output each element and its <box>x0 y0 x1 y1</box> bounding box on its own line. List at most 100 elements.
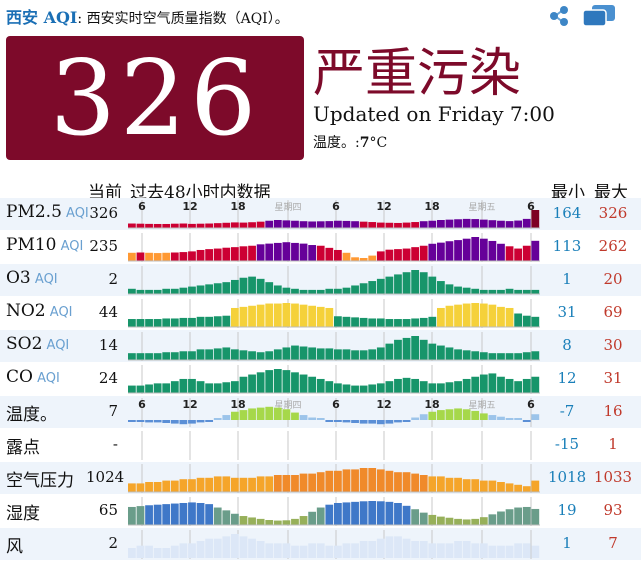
data-bar <box>128 319 136 327</box>
history-chart-wind <box>128 530 540 559</box>
data-bar <box>282 520 291 525</box>
data-bar <box>394 274 402 294</box>
data-bar <box>308 543 317 558</box>
data-bar <box>145 384 153 393</box>
data-bar <box>488 415 497 420</box>
data-bar <box>497 353 505 360</box>
data-bar <box>359 283 368 294</box>
data-bar <box>497 511 505 525</box>
data-bar <box>299 304 308 327</box>
data-bar <box>334 383 342 393</box>
data-bar <box>162 352 171 360</box>
data-bar <box>188 317 196 327</box>
data-bar <box>316 472 325 492</box>
history-chart-o3 <box>128 266 540 295</box>
row-label-text: 空气压力 <box>6 471 74 491</box>
data-bar <box>170 545 179 558</box>
history-chart-so2 <box>128 332 540 361</box>
data-bar <box>179 543 188 558</box>
data-bar <box>462 541 471 558</box>
data-bar <box>428 343 437 360</box>
min-value: 19 <box>557 501 577 519</box>
row-label-text: SO2 <box>6 334 43 354</box>
data-bar <box>282 287 291 294</box>
data-bar <box>153 383 162 393</box>
data-bar <box>531 289 540 294</box>
row-so2: SO2 AQI 14 8 30 <box>0 330 641 362</box>
data-bar <box>205 249 214 261</box>
tick-label: 6 <box>138 398 146 411</box>
tick-label: 12 <box>376 398 391 411</box>
current-value: 235 <box>89 237 118 255</box>
data-bar <box>273 520 282 525</box>
city-aqi-link[interactable]: 西安 AQI <box>6 8 78 27</box>
tick-label: 星期五 <box>468 202 495 213</box>
data-bar <box>145 252 153 261</box>
data-bar <box>170 381 179 393</box>
data-bar <box>256 304 265 327</box>
data-bar <box>273 242 282 261</box>
data-bar <box>351 469 359 492</box>
row-label-text: 温度。 <box>6 405 57 425</box>
data-bar <box>136 353 145 360</box>
data-bar <box>445 219 454 228</box>
data-bar <box>522 352 531 360</box>
data-bar <box>428 220 437 228</box>
min-value: 1 <box>562 270 572 288</box>
data-bar <box>248 222 256 228</box>
data-bar <box>411 247 420 261</box>
data-bar <box>256 518 265 525</box>
data-bar <box>497 545 505 558</box>
data-bar <box>488 373 497 393</box>
data-bar <box>128 288 136 294</box>
data-bar <box>239 277 248 294</box>
data-bar <box>376 469 385 492</box>
share-icon[interactable] <box>548 5 570 27</box>
data-bar <box>454 408 462 420</box>
screen-icon[interactable] <box>582 4 616 28</box>
data-bar <box>531 351 540 360</box>
data-bar <box>179 317 188 327</box>
data-bar <box>454 477 462 492</box>
data-bar <box>428 543 437 558</box>
data-bar <box>376 383 385 393</box>
data-bar <box>394 319 402 327</box>
temperature-unit: °C <box>369 135 388 151</box>
row-label-text: PM10 <box>6 235 57 255</box>
data-bar <box>316 348 325 360</box>
max-value: 69 <box>603 303 623 321</box>
tick-label: 18 <box>230 200 245 213</box>
data-bar <box>213 476 222 492</box>
data-bar <box>368 420 377 424</box>
data-bar <box>205 420 214 422</box>
tick-label: 12 <box>182 200 197 213</box>
data-bar <box>419 245 428 261</box>
data-bar <box>196 223 205 228</box>
data-bar <box>153 504 162 525</box>
data-bar <box>222 315 231 327</box>
data-bar <box>334 470 342 492</box>
data-bar <box>256 244 265 261</box>
data-bar <box>153 548 162 558</box>
data-bar <box>128 353 136 360</box>
data-bar <box>136 506 145 525</box>
data-bar <box>488 545 497 558</box>
data-bar <box>213 316 222 327</box>
history-chart-pm25: 6 12 18 星期四 6 12 18 星期五 6 <box>128 200 540 229</box>
data-bar <box>462 350 471 360</box>
data-bar <box>419 221 428 228</box>
row-label: 温度。 <box>6 400 57 425</box>
row-label-text: PM2.5 <box>6 202 62 222</box>
aqi-value-box: 326 <box>6 36 304 160</box>
tick-label: 星期五 <box>468 400 495 411</box>
data-bar <box>308 347 317 360</box>
data-bar <box>351 257 359 261</box>
data-bar <box>462 479 471 492</box>
data-bar <box>265 406 274 420</box>
current-value: 7 <box>108 402 118 420</box>
data-bar <box>162 223 171 228</box>
data-bar <box>497 376 505 393</box>
data-bar <box>394 502 402 525</box>
data-bar <box>299 473 308 492</box>
data-bar <box>479 352 488 360</box>
